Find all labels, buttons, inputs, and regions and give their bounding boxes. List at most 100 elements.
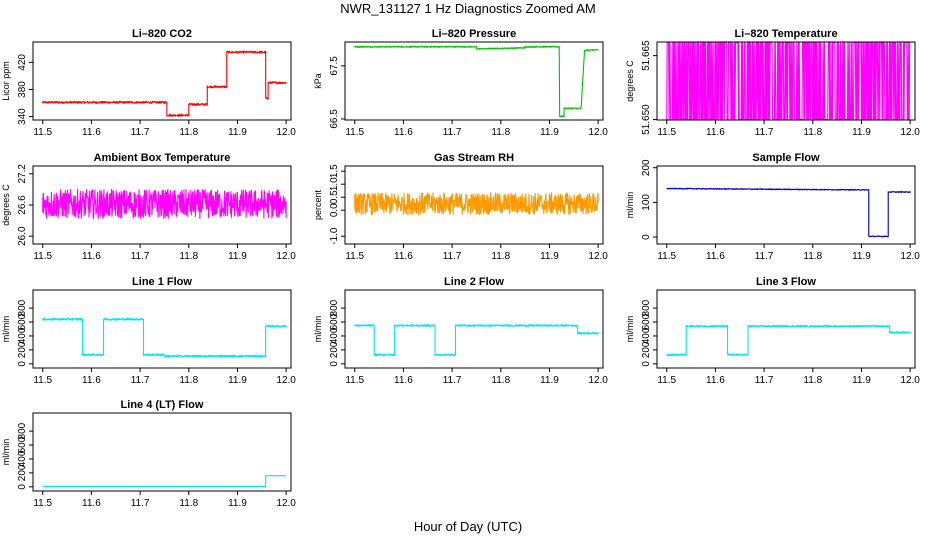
x-tick-label: 11.5 — [33, 498, 52, 509]
y-axis-label: ml/min — [313, 316, 323, 343]
y-tick-label: 800 — [641, 299, 652, 316]
y-axis-label: ml/min — [1, 316, 11, 343]
y-tick-label: 0 — [17, 484, 28, 490]
x-tick-label: 11.9 — [540, 127, 559, 138]
x-tick-label: 12.0 — [276, 498, 296, 509]
y-axis-label: degrees C — [625, 60, 635, 102]
data-series-line — [354, 192, 599, 216]
y-tick-label: 0 — [641, 234, 652, 240]
x-tick-label: 12.0 — [276, 375, 296, 386]
data-series-line — [42, 317, 287, 358]
y-tick-label: 200 — [641, 159, 652, 176]
x-tick-label: 11.9 — [228, 498, 247, 509]
y-tick-label: 200 — [329, 341, 340, 358]
x-tick-label: 11.5 — [657, 251, 676, 262]
panel-grid: Li–820 CO2 Licor ppm 11.5 11.6 11.7 11.8 11.9 1… — [1, 28, 920, 509]
x-tick-label: 11.8 — [179, 127, 198, 138]
y-tick-label: 67.5 — [329, 56, 340, 76]
x-tick-label: 11.7 — [755, 127, 774, 138]
chart-panel: Li–820 Temperature degrees C 11.5 11.6 11.7 1… — [625, 28, 920, 138]
panel-title: Li–820 Pressure — [432, 28, 516, 40]
x-tick-label: 11.8 — [803, 251, 822, 262]
y-tick-label: 26.0 — [17, 226, 28, 246]
y-tick-label: 420 — [17, 54, 28, 71]
y-tick-label: 27.2 — [17, 164, 28, 184]
x-tick-label: 11.6 — [82, 498, 101, 509]
x-tick-label: 11.5 — [345, 251, 364, 262]
y-tick-label: 400 — [641, 327, 652, 344]
chart-panel: Line 3 Flow ml/min 11.5 11.6 11.7 11.8 11.9 12.… — [625, 276, 920, 386]
x-tick-label: 11.9 — [228, 127, 247, 138]
y-tick-label: 800 — [17, 422, 28, 439]
x-axis-label: Hour of Day (UTC) — [414, 519, 522, 534]
x-tick-label: 11.9 — [540, 375, 559, 386]
chart-panel: Line 4 (LT) Flow ml/min 11.5 11.6 11.7 11.8 11… — [1, 399, 296, 509]
plot-frame — [344, 289, 604, 369]
x-tick-label: 11.6 — [82, 375, 101, 386]
x-tick-label: 11.5 — [345, 127, 364, 138]
x-tick-label: 11.6 — [706, 251, 725, 262]
panel-title: Li–820 Temperature — [734, 28, 837, 40]
y-axis-label: ml/min — [1, 439, 11, 466]
y-tick-label: 26.6 — [17, 195, 28, 215]
x-tick-label: 12.0 — [900, 127, 920, 138]
y-tick-label: 600 — [329, 313, 340, 330]
chart-panel: Line 1 Flow ml/min 11.5 11.6 11.7 11.8 11.9 12.… — [1, 276, 296, 386]
x-tick-label: 11.5 — [33, 127, 52, 138]
x-tick-label: 11.9 — [852, 251, 871, 262]
x-tick-label: 11.5 — [657, 375, 676, 386]
panel-title: Gas Stream RH — [434, 152, 514, 164]
data-series-line — [354, 324, 599, 357]
x-tick-label: 11.7 — [755, 251, 774, 262]
y-tick-label: 400 — [17, 327, 28, 344]
x-tick-label: 11.8 — [179, 375, 198, 386]
chart-panel: Li–820 Pressure kPa 11.5 11.6 11.7 11.8 11.9 12… — [313, 28, 608, 138]
y-axis-label: ml/min — [625, 316, 635, 343]
x-tick-label: 11.7 — [131, 375, 150, 386]
y-tick-label: 0 — [641, 361, 652, 367]
x-tick-label: 11.7 — [131, 251, 150, 262]
x-tick-label: 11.6 — [706, 375, 725, 386]
x-tick-label: 11.6 — [82, 127, 101, 138]
y-tick-label: 800 — [17, 299, 28, 316]
plot-frame — [32, 412, 292, 492]
x-tick-label: 11.7 — [443, 127, 462, 138]
y-axis-label: ml/min — [625, 192, 635, 219]
y-tick-label: 1.5 — [329, 164, 340, 178]
x-tick-label: 11.9 — [540, 251, 559, 262]
chart-panel: Gas Stream RH percent 11.5 11.6 11.7 11.8 11.9… — [313, 152, 608, 262]
y-tick-label: 100 — [641, 194, 652, 211]
y-tick-label: -1.0 — [329, 227, 340, 245]
plot-frame — [32, 289, 292, 369]
panel-title: Line 3 Flow — [756, 276, 816, 288]
x-tick-label: 12.0 — [588, 127, 608, 138]
x-tick-label: 11.8 — [491, 127, 510, 138]
plot-frame — [656, 165, 916, 245]
y-axis-label: degrees C — [1, 184, 11, 226]
chart-panel: Sample Flow ml/min 11.5 11.6 11.7 11.8 11.9 12.… — [625, 152, 920, 262]
x-tick-label: 11.8 — [179, 498, 198, 509]
chart-panel: Li–820 CO2 Licor ppm 11.5 11.6 11.7 11.8 11.9 1… — [1, 28, 296, 138]
x-tick-label: 12.0 — [276, 127, 296, 138]
y-tick-label: 66.5 — [329, 109, 340, 129]
y-tick-label: 600 — [17, 313, 28, 330]
y-tick-label: 1.0 — [329, 177, 340, 191]
chart-panel: Ambient Box Temperature degrees C 11.5 11.6… — [1, 152, 296, 262]
x-tick-label: 11.7 — [443, 375, 462, 386]
chart-panel: Line 2 Flow ml/min 11.5 11.6 11.7 11.8 11.9 12.… — [313, 276, 608, 386]
plot-frame — [656, 41, 916, 121]
x-tick-label: 11.6 — [394, 127, 413, 138]
x-tick-label: 11.6 — [82, 251, 101, 262]
x-tick-label: 11.6 — [394, 251, 413, 262]
x-tick-label: 11.9 — [228, 251, 247, 262]
y-axis-label: kPa — [313, 73, 323, 89]
data-series-line — [42, 188, 287, 220]
x-tick-label: 11.6 — [706, 127, 725, 138]
x-tick-label: 11.9 — [852, 127, 871, 138]
x-tick-label: 11.8 — [803, 375, 822, 386]
y-tick-label: 0 — [17, 361, 28, 367]
x-tick-label: 11.6 — [394, 375, 413, 386]
data-series-line — [354, 45, 599, 118]
x-tick-label: 11.5 — [657, 127, 676, 138]
